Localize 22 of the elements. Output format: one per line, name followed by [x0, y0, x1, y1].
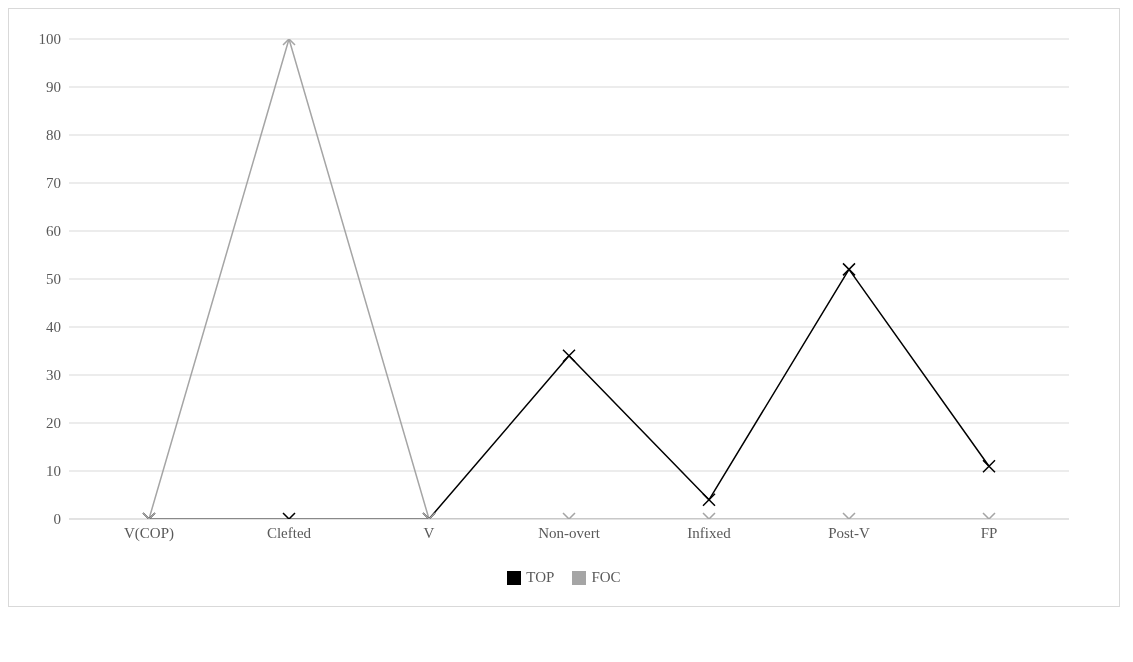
- x-tick-label: V: [423, 524, 435, 541]
- point: [842, 262, 856, 277]
- legend-label: TOP: [526, 569, 555, 586]
- y-tick-label: 0: [53, 511, 61, 528]
- y-tick-label: 90: [46, 79, 61, 96]
- y-tick-label: 100: [38, 31, 61, 48]
- y-tick-label: 80: [46, 127, 61, 144]
- x-tick-label: Clefted: [266, 524, 312, 541]
- y-tick-label: 40: [46, 319, 61, 336]
- y-tick-label: 20: [46, 415, 61, 432]
- x-tick-label: Non-overt: [538, 524, 601, 541]
- point: [562, 349, 576, 363]
- y-tick-label: 30: [46, 367, 61, 384]
- x-tick-label: Infixed: [687, 524, 732, 541]
- legend-label: FOC: [591, 569, 621, 586]
- y-tick-label: 60: [46, 223, 61, 240]
- x-tick-label: Post-V: [828, 524, 870, 541]
- x-tick-label: V(COP): [123, 524, 175, 542]
- y-tick-label: 10: [46, 463, 61, 480]
- y-tick-label: 70: [46, 175, 61, 192]
- x-tick-label: FP: [980, 524, 998, 541]
- y-tick-label: 50: [46, 271, 61, 288]
